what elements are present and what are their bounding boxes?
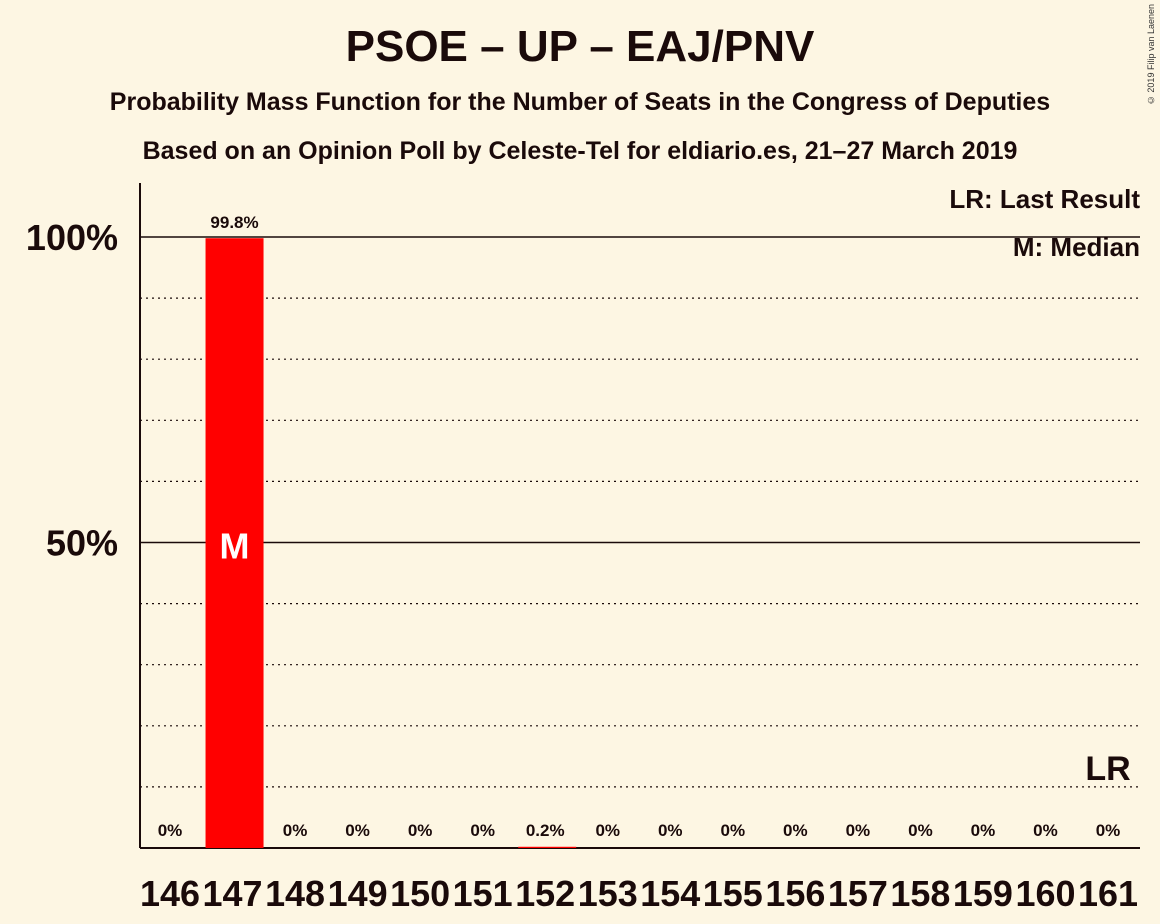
- x-tick-label: 150: [390, 873, 450, 914]
- x-tick-label: 147: [203, 873, 263, 914]
- bar-value-label: 0%: [783, 821, 808, 840]
- bar-value-label: 0.2%: [526, 821, 565, 840]
- bar-value-label: 0%: [345, 821, 370, 840]
- x-tick-label: 158: [890, 873, 950, 914]
- bar-value-label: 0%: [971, 821, 996, 840]
- bar-152: [518, 846, 577, 848]
- bar-value-label: 0%: [658, 821, 683, 840]
- x-tick-label: 155: [703, 873, 763, 914]
- bar-value-label: 0%: [1096, 821, 1121, 840]
- x-tick-label: 159: [953, 873, 1013, 914]
- legend-last-result: LR: Last Result: [949, 184, 1140, 214]
- bar-value-label: 0%: [283, 821, 308, 840]
- bar-value-label: 0%: [1033, 821, 1058, 840]
- bar-147: [205, 238, 264, 849]
- last-result-marker: LR: [1085, 750, 1130, 788]
- bar-value-label: 0%: [595, 821, 620, 840]
- chart-title: PSOE – UP – EAJ/PNV: [345, 22, 815, 71]
- legend-median: M: Median: [1012, 232, 1140, 262]
- x-tick-label: 161: [1078, 873, 1138, 914]
- x-tick-label: 152: [515, 873, 575, 914]
- bar-value-label: 99.8%: [210, 213, 258, 232]
- x-tick-label: 156: [765, 873, 825, 914]
- x-tick-label: 146: [140, 873, 200, 914]
- x-tick-label: 157: [828, 873, 888, 914]
- y-tick-label: 100%: [26, 217, 118, 258]
- bar-value-label: 0%: [721, 821, 746, 840]
- x-tick-label: 160: [1015, 873, 1075, 914]
- bar-value-label: 0%: [846, 821, 871, 840]
- x-tick-label: 149: [328, 873, 388, 914]
- median-marker: M: [220, 526, 250, 567]
- bar-value-label: 0%: [408, 821, 433, 840]
- x-tick-label: 148: [265, 873, 325, 914]
- x-tick-label: 151: [453, 873, 513, 914]
- bar-value-label: 0%: [908, 821, 933, 840]
- x-tick-label: 154: [640, 873, 700, 914]
- chart-subtitle: Probability Mass Function for the Number…: [109, 88, 1051, 116]
- bar-value-label: 0%: [470, 821, 495, 840]
- chart-source: Based on an Opinion Poll by Celeste-Tel …: [142, 137, 1018, 165]
- y-tick-label: 50%: [46, 523, 118, 564]
- bar-value-label: 0%: [158, 821, 183, 840]
- x-tick-label: 153: [578, 873, 638, 914]
